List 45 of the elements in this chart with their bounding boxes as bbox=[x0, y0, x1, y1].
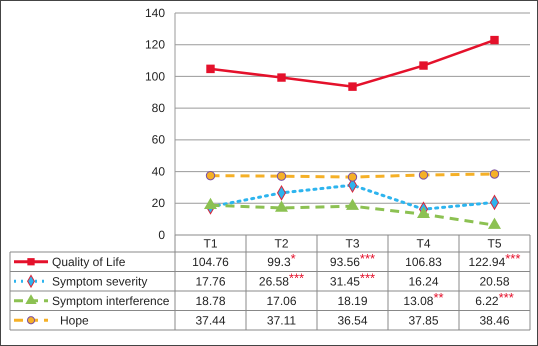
point bbox=[277, 73, 286, 82]
data-label: 18.19 bbox=[337, 294, 368, 308]
legend-label: Quality of Life bbox=[52, 254, 126, 269]
legend-label: Hope bbox=[60, 313, 90, 328]
x-tick-label: T3 bbox=[345, 236, 360, 250]
data-label: 37.11 bbox=[266, 313, 296, 328]
data-label: 20.58 bbox=[479, 274, 510, 288]
data-label: 104.76 bbox=[192, 254, 230, 269]
data-label: 37.44 bbox=[195, 313, 226, 328]
data-label: 38.46 bbox=[479, 313, 510, 328]
point bbox=[419, 61, 428, 70]
data-label: 17.76 bbox=[195, 274, 226, 288]
data-label: 37.85 bbox=[408, 313, 439, 328]
point bbox=[206, 170, 216, 180]
legend-label: Symptom severity bbox=[52, 274, 148, 288]
y-tick-label: 60 bbox=[152, 132, 166, 147]
y-tick-label: 20 bbox=[152, 196, 166, 210]
point bbox=[488, 218, 501, 229]
x-tick-label: T1 bbox=[203, 236, 218, 250]
x-tick-label: T4 bbox=[416, 236, 431, 250]
y-tick-label: 40 bbox=[152, 164, 166, 178]
point bbox=[418, 170, 428, 180]
x-tick-label: T5 bbox=[487, 236, 502, 250]
legend-label: Symptom interference bbox=[52, 294, 170, 308]
data-label: 17.06 bbox=[266, 294, 297, 308]
point bbox=[276, 171, 286, 181]
x-tick-label: T2 bbox=[274, 236, 289, 250]
data-label: 18.78 bbox=[195, 294, 226, 308]
point bbox=[348, 172, 358, 182]
data-label: 16.24 bbox=[408, 274, 439, 288]
point bbox=[348, 82, 357, 91]
point bbox=[490, 169, 500, 179]
point bbox=[346, 199, 359, 210]
point bbox=[490, 36, 499, 44]
point bbox=[206, 64, 215, 74]
y-tick-label: 140 bbox=[144, 6, 166, 20]
y-tick-label: 120 bbox=[144, 38, 166, 52]
point bbox=[417, 207, 430, 218]
point bbox=[275, 200, 288, 212]
y-tick-label: 80 bbox=[152, 100, 166, 115]
data-label: 106.83 bbox=[405, 254, 442, 269]
y-tick-label: 100 bbox=[144, 69, 166, 84]
point bbox=[204, 198, 217, 209]
y-tick-label: 0 bbox=[158, 228, 166, 242]
data-label: 36.54 bbox=[337, 313, 368, 328]
